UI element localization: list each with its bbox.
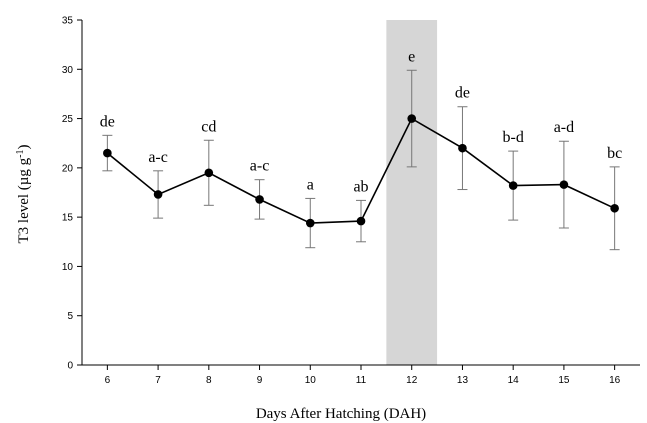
data-point xyxy=(610,203,619,213)
data-point xyxy=(559,180,569,189)
data-point xyxy=(153,190,163,199)
data-point xyxy=(356,216,366,226)
x-axis: 6 7 8 9 10 11 12 13 14 15 16 xyxy=(82,364,640,386)
data-point xyxy=(458,143,467,153)
significance-letter: a-c xyxy=(250,158,270,175)
significance-letter: a-c xyxy=(148,149,168,166)
y-axis: 0 5 10 15 20 25 30 35 xyxy=(62,16,83,372)
data-point xyxy=(305,218,315,228)
y-tick-label: 30 xyxy=(62,65,74,76)
x-tick-label: 13 xyxy=(457,375,469,386)
x-tick-label: 14 xyxy=(508,375,520,386)
significance-letter: de xyxy=(455,85,470,102)
y-tick-label: 35 xyxy=(62,16,74,27)
data-point xyxy=(508,181,518,190)
y-tick-label: 25 xyxy=(62,114,74,125)
significance-letter: ab xyxy=(353,178,368,195)
y-tick-label: 0 xyxy=(67,361,73,372)
y-tick-label: 10 xyxy=(62,262,74,273)
x-tick-label: 8 xyxy=(206,375,212,386)
y-axis-title: T3 level (µg g-1) xyxy=(15,144,32,243)
significance-letter: bc xyxy=(607,145,622,162)
data-point xyxy=(255,195,264,204)
y-axis-title-main: T3 level (µg g xyxy=(16,157,32,243)
data-point xyxy=(407,114,417,123)
x-tick-label: 15 xyxy=(558,375,570,386)
y-tick-label: 20 xyxy=(62,163,74,174)
data-points xyxy=(103,114,619,228)
significance-letter: cd xyxy=(201,118,216,135)
x-axis-title: Days After Hatching (DAH) xyxy=(256,406,426,422)
x-tick-label: 6 xyxy=(105,375,111,386)
y-axis-title-superscript: -1 xyxy=(15,149,26,157)
y-tick-label: 15 xyxy=(62,213,74,224)
data-point xyxy=(204,168,214,178)
x-tick-label: 11 xyxy=(356,375,367,386)
data-point xyxy=(103,148,112,158)
x-tick-label: 7 xyxy=(155,375,161,386)
significance-letter: de xyxy=(100,113,115,130)
significance-letter: e xyxy=(408,48,415,65)
significance-letter: a-d xyxy=(554,119,574,136)
x-tick-label: 10 xyxy=(305,375,317,386)
y-tick-label: 5 xyxy=(67,311,73,322)
x-tick-label: 9 xyxy=(257,375,263,386)
significance-letters: de a-c cd a-c a ab e de b-d a-d bc xyxy=(100,48,622,195)
significance-letter: b-d xyxy=(503,129,524,146)
significance-letter: a xyxy=(307,176,314,193)
y-axis-title-close: ) xyxy=(16,144,32,149)
x-tick-label: 16 xyxy=(609,375,621,386)
x-tick-label: 12 xyxy=(406,375,418,386)
